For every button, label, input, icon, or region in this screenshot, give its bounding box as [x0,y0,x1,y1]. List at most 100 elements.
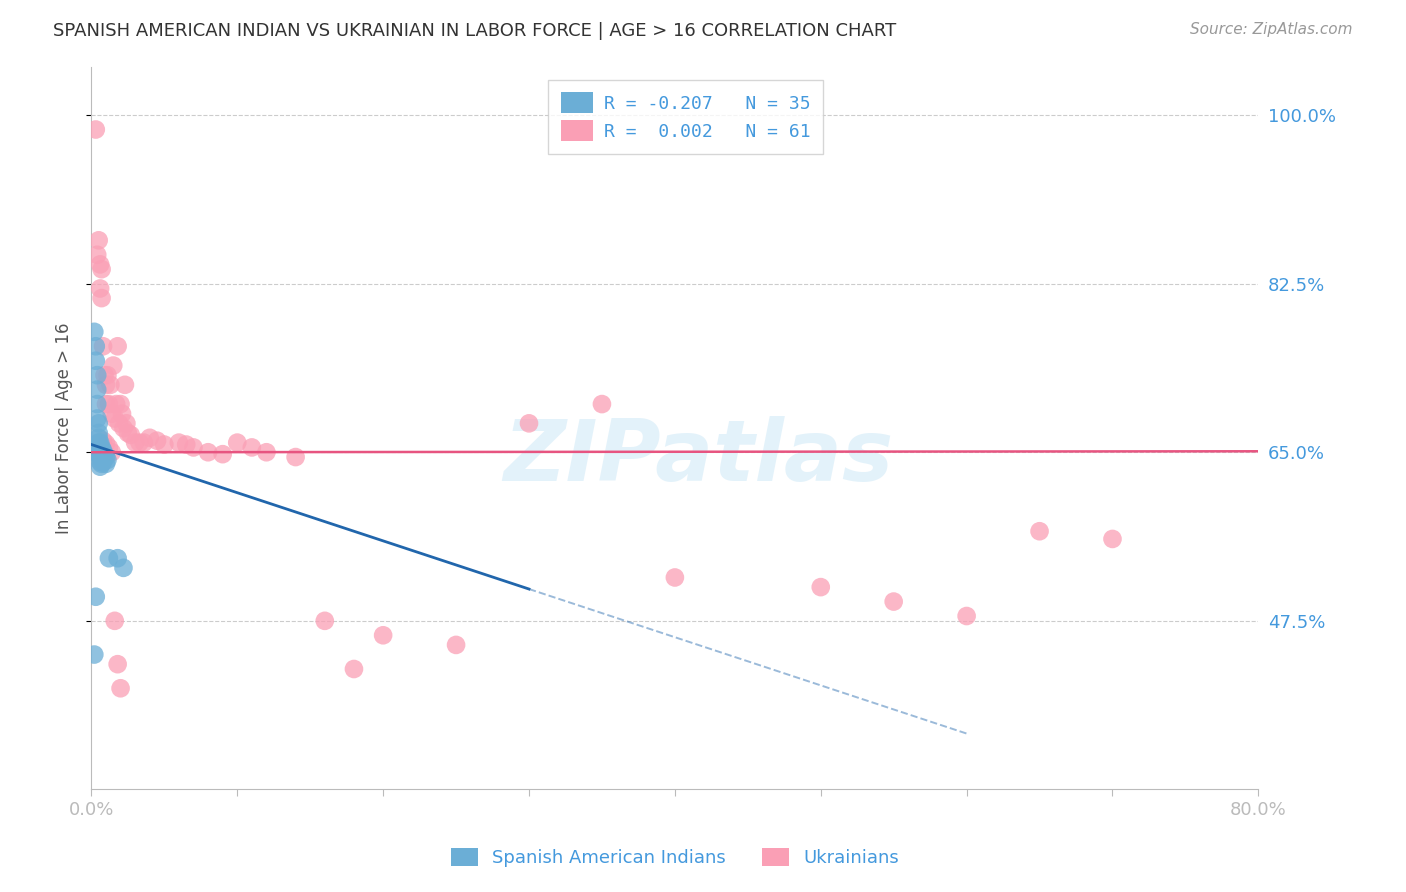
Point [115,417,138,431]
Point [138,431,162,445]
Legend: Spanish American Indians, Ukrainians: Spanish American Indians, Ukrainians [443,840,907,874]
Point [89,455,111,469]
Point [87,441,110,455]
Point [444,638,467,652]
Point [87,447,110,461]
Point [132,435,155,450]
Point [254,445,277,459]
Point [107,657,129,672]
Point [810,580,832,594]
Point [93,368,115,383]
Point [83,648,105,662]
Point [108,417,131,431]
Point [117,425,139,440]
Point [91,339,114,353]
Point [84,339,107,353]
Text: ZIPatlas: ZIPatlas [503,416,893,499]
Point [101,445,124,459]
Point [110,397,132,411]
Point [89,459,111,474]
Point [87,233,110,247]
Point [664,570,686,584]
Point [90,262,112,277]
Point [111,407,134,421]
Point [211,447,233,461]
Point [91,443,114,458]
Point [87,425,110,440]
Point [90,445,112,459]
Point [86,248,108,262]
Point [89,257,111,271]
Point [107,339,129,353]
Point [89,441,111,455]
Point [86,397,108,411]
Point [1028,524,1050,539]
Point [86,368,108,383]
Point [93,447,115,461]
Point [90,457,112,471]
Point [104,411,127,425]
Point [91,448,114,462]
Point [89,435,111,450]
Point [86,411,108,425]
Point [89,450,111,464]
Point [107,551,129,566]
Point [91,434,114,448]
Point [89,445,111,459]
Point [96,453,118,467]
Point [94,377,117,392]
Point [97,441,120,455]
Point [103,359,125,373]
Point [98,377,121,392]
Point [101,407,124,421]
Point [174,437,197,451]
Point [96,368,118,383]
Point [591,397,613,411]
Point [87,431,110,445]
Point [104,614,127,628]
Point [124,435,146,450]
Point [110,681,132,696]
Point [517,417,540,431]
Point [90,441,112,455]
Point [83,325,105,339]
Text: Source: ZipAtlas.com: Source: ZipAtlas.com [1189,22,1353,37]
Point [1101,532,1123,546]
Point [120,428,142,442]
Point [128,435,150,450]
Point [94,436,117,450]
Point [883,594,905,608]
Point [84,122,107,136]
Point [87,417,110,431]
Point [226,435,249,450]
Point [89,281,111,295]
Point [90,291,112,305]
Point [87,435,110,450]
Point [284,450,307,464]
Point [90,450,112,464]
Point [112,561,135,575]
Point [183,441,205,455]
Point [956,609,979,624]
Point [343,662,366,676]
Y-axis label: In Labor Force | Age > 16: In Labor Force | Age > 16 [55,322,73,534]
Point [91,455,114,469]
Point [94,457,117,471]
Point [84,590,107,604]
Point [94,397,117,411]
Point [371,628,394,642]
Point [240,441,263,455]
Point [86,383,108,397]
Point [97,397,120,411]
Text: SPANISH AMERICAN INDIAN VS UKRAINIAN IN LABOR FORCE | AGE > 16 CORRELATION CHART: SPANISH AMERICAN INDIAN VS UKRAINIAN IN … [53,22,897,40]
Point [97,551,120,566]
Point [105,397,128,411]
Point [84,353,107,368]
Point [314,614,336,628]
Point [94,450,117,464]
Point [112,421,135,435]
Point [153,437,176,451]
Point [114,377,136,392]
Point [197,445,219,459]
Point [167,435,190,450]
